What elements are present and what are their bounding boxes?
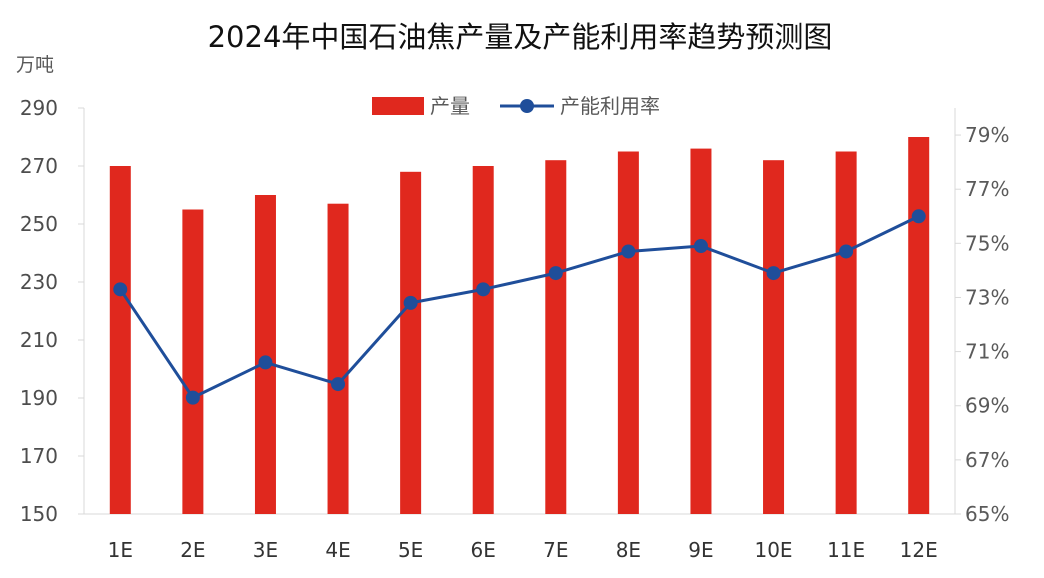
line-point <box>548 266 563 281</box>
x-tick-label: 1E <box>108 538 133 562</box>
legend-swatch-marker <box>520 99 534 113</box>
bar <box>545 160 567 514</box>
bar-series <box>109 137 930 515</box>
bar <box>327 203 349 514</box>
left-tick-label: 190 <box>20 386 58 410</box>
left-tick-label: 290 <box>20 96 58 120</box>
right-tick-label: 75% <box>965 231 1009 255</box>
x-axis-ticks: 1E 2E 3E 4E 5E 6E 7E 8E 9E 10E 11E 12E <box>108 538 938 562</box>
bar <box>690 148 712 514</box>
line-point <box>476 282 491 297</box>
right-tick-label: 67% <box>965 448 1009 472</box>
bar <box>763 160 785 514</box>
right-tick-label: 73% <box>965 285 1009 309</box>
legend-swatch-bar <box>372 97 424 115</box>
x-tick-label: 2E <box>180 538 205 562</box>
line-point <box>113 282 128 297</box>
legend: 产量 产能利用率 <box>372 94 660 118</box>
x-tick-label: 8E <box>616 538 641 562</box>
bar <box>908 137 930 514</box>
line-point <box>911 209 926 224</box>
left-tick-label: 270 <box>20 154 58 178</box>
left-tick-label: 210 <box>20 328 58 352</box>
right-tick-label: 71% <box>965 340 1009 364</box>
right-tick-label: 77% <box>965 177 1009 201</box>
left-tick-label: 170 <box>20 444 58 468</box>
bar <box>254 195 276 514</box>
bar <box>835 151 857 514</box>
right-axis-ticks: 65% 67% 69% 71% 73% 75% 77% 79% <box>955 123 1009 526</box>
right-tick-label: 65% <box>965 502 1009 526</box>
left-tick-label: 250 <box>20 212 58 236</box>
left-axis-unit: 万吨 <box>16 54 54 76</box>
line-point <box>839 244 854 259</box>
left-axis-ticks: 150 170 190 210 230 250 270 290 <box>20 96 84 526</box>
left-tick-label: 150 <box>20 502 58 526</box>
right-tick-label: 69% <box>965 394 1009 418</box>
x-tick-label: 5E <box>398 538 423 562</box>
bar <box>400 171 422 515</box>
right-tick-label: 79% <box>965 123 1009 147</box>
x-tick-label: 4E <box>325 538 350 562</box>
line-point <box>331 377 346 392</box>
line-series <box>113 209 926 405</box>
bar <box>109 166 131 514</box>
legend-label-bar: 产量 <box>430 94 470 118</box>
bar <box>617 151 639 514</box>
x-tick-label: 6E <box>471 538 496 562</box>
x-tick-label: 7E <box>543 538 568 562</box>
line-point <box>258 355 273 370</box>
line-point <box>185 390 200 405</box>
line-point <box>403 295 418 310</box>
bar <box>182 209 204 514</box>
left-tick-label: 230 <box>20 270 58 294</box>
series-line <box>119 214 920 400</box>
chart-title: 2024年中国石油焦产量及产能利用率趋势预测图 <box>208 20 833 54</box>
x-tick-label: 9E <box>688 538 713 562</box>
x-tick-label: 12E <box>900 538 938 562</box>
bar <box>472 166 494 514</box>
legend-label-line: 产能利用率 <box>560 94 660 118</box>
x-tick-label: 11E <box>827 538 865 562</box>
x-tick-label: 3E <box>253 538 278 562</box>
line-point <box>766 266 781 281</box>
x-tick-label: 10E <box>754 538 792 562</box>
line-point <box>621 244 636 259</box>
line-point <box>693 239 708 254</box>
